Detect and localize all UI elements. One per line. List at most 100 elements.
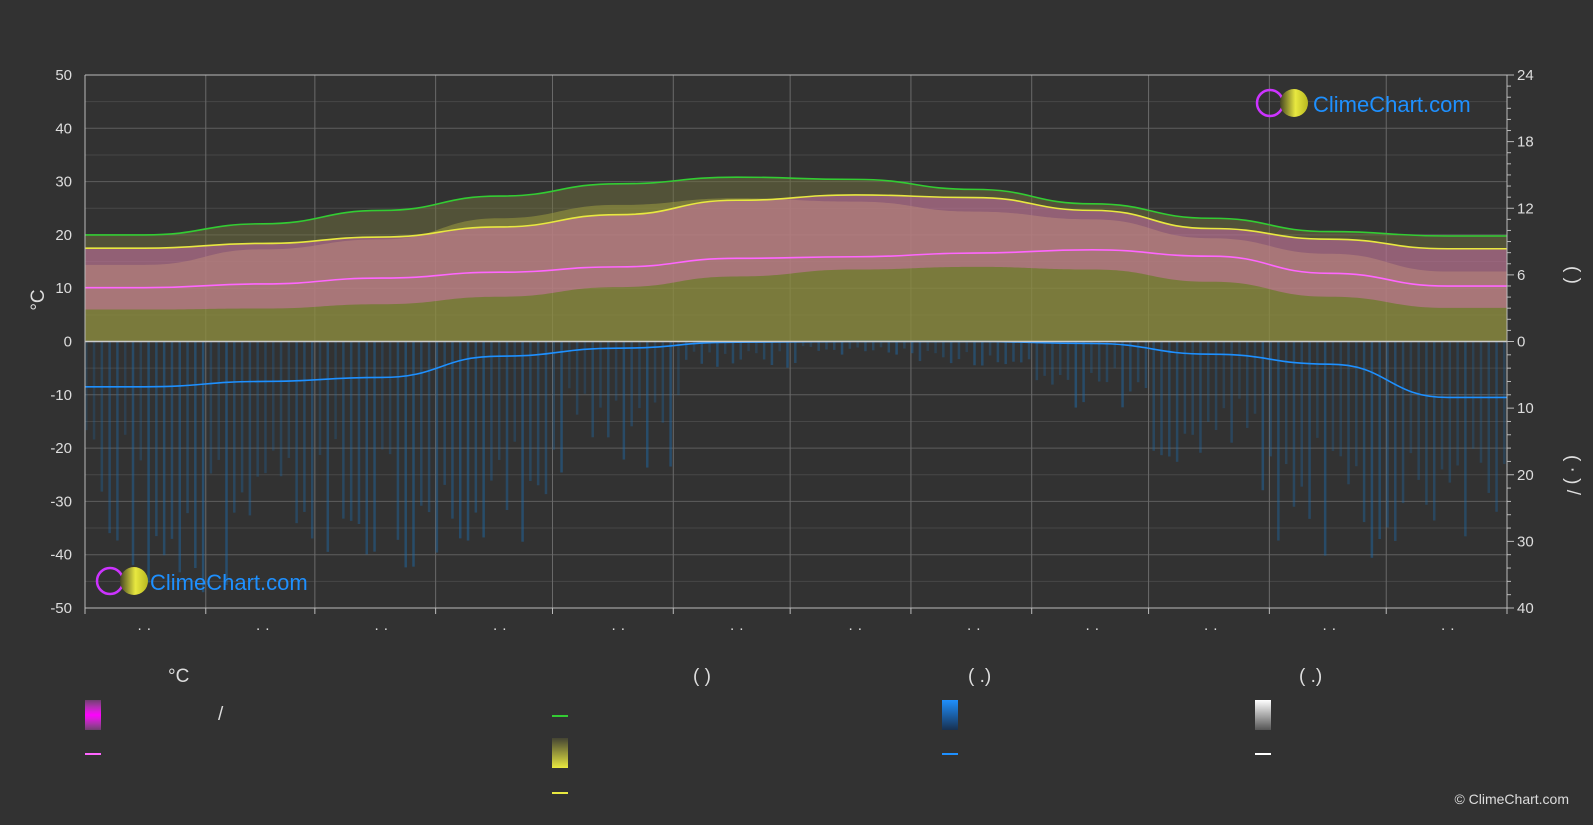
rain-bar xyxy=(443,341,446,485)
rain-bar xyxy=(638,341,641,409)
left-tick-label: 0 xyxy=(64,334,72,351)
legend-swatch-sunshine xyxy=(552,738,568,768)
logo-sun-icon xyxy=(1280,89,1308,117)
rain-bar xyxy=(895,341,898,355)
right-axis-bottom-label: ( · ) / xyxy=(1562,455,1583,496)
rain-bar xyxy=(225,341,228,586)
rain-bar xyxy=(116,341,119,541)
rain-bar xyxy=(420,341,423,506)
x-tick-label: · · xyxy=(611,620,625,637)
rain-bar xyxy=(287,341,291,458)
rain-bar xyxy=(988,341,992,356)
rain-bar xyxy=(1012,341,1015,362)
rain-bar xyxy=(1097,341,1101,382)
rain-bar xyxy=(1222,341,1226,409)
rain-bar xyxy=(1487,341,1491,493)
rain-bar xyxy=(326,341,330,552)
series-line-daylight xyxy=(85,176,1507,237)
x-tick-label: · · xyxy=(848,620,862,637)
rain-bar xyxy=(482,341,485,538)
rain-bar xyxy=(1238,341,1241,399)
rain-bar xyxy=(1082,341,1085,403)
rain-bar xyxy=(349,341,353,521)
rain-bar xyxy=(396,341,400,540)
logo-bottom: ClimeChart.com xyxy=(95,566,308,596)
rain-bar xyxy=(1175,341,1179,462)
rain-bar xyxy=(568,341,571,389)
x-tick-label: · · xyxy=(1085,620,1099,637)
rain-bar xyxy=(233,341,236,513)
rain-bar xyxy=(1152,341,1155,451)
rain-bar xyxy=(910,341,914,354)
rain-bar xyxy=(646,341,649,468)
x-tick-label: · · xyxy=(1441,620,1455,637)
rain-bar xyxy=(1035,341,1039,381)
rain-bar xyxy=(1230,341,1233,443)
rain-bar xyxy=(256,341,259,477)
rain-bar xyxy=(162,341,166,556)
left-tick-label: 50 xyxy=(55,67,72,84)
rain-bar xyxy=(934,341,937,354)
right-tick-label-top: 0 xyxy=(1517,334,1525,351)
left-tick-labels: 50 40 30 20 10 0 -10 -20 -30 -40 -50 xyxy=(50,67,72,617)
rain-bar xyxy=(1066,341,1070,380)
legend-swatch-sunshine-line xyxy=(552,792,568,794)
plot-areas xyxy=(85,177,1507,342)
series-line-mean-temp xyxy=(84,249,1507,289)
rain-bar xyxy=(147,341,150,583)
rain-bar xyxy=(560,341,563,473)
rain-bar xyxy=(1417,341,1420,480)
rain-bar xyxy=(1168,341,1171,457)
legend-swatch-temp-range xyxy=(85,700,101,730)
rain-bar xyxy=(490,341,493,481)
x-tick-label: · · xyxy=(1204,620,1218,637)
logo-text-top: ClimeChart.com xyxy=(1313,92,1471,117)
rain-bar xyxy=(342,341,345,519)
rain-bar xyxy=(404,341,407,568)
rain-bar xyxy=(1479,341,1483,463)
x-tick-label: · · xyxy=(1322,620,1336,637)
rain-bar xyxy=(669,341,672,467)
rain-bar xyxy=(833,341,836,350)
rain-bar xyxy=(1160,341,1163,456)
left-tick-label: 30 xyxy=(55,174,72,191)
rain-bars xyxy=(85,341,1506,593)
rain-bar xyxy=(716,341,719,367)
rain-bar xyxy=(1058,341,1062,376)
rain-bar xyxy=(591,341,594,438)
rain-bar xyxy=(381,341,384,450)
rain-bar xyxy=(1113,341,1117,369)
rain-bar xyxy=(794,341,797,363)
rain-bar xyxy=(996,341,1000,363)
x-tick-label: · · xyxy=(730,620,744,637)
rain-bar xyxy=(918,341,922,362)
rain-bar xyxy=(240,341,244,493)
rain-bar xyxy=(1362,341,1366,523)
rain-bar xyxy=(770,341,774,366)
rain-bar xyxy=(1347,341,1350,485)
rain-bar xyxy=(840,341,844,355)
left-tick-label: 40 xyxy=(55,120,72,137)
rain-bar xyxy=(957,341,961,360)
rain-bar xyxy=(1207,341,1210,422)
rain-bar xyxy=(1043,341,1046,376)
rain-bar xyxy=(318,341,322,455)
logo-top: ClimeChart.com xyxy=(1255,88,1471,118)
legend-rain-header: ( .) xyxy=(968,666,992,687)
rain-bar xyxy=(731,341,735,364)
rain-bar xyxy=(357,341,361,525)
rain-bar xyxy=(1004,341,1007,365)
logo-ring-icon xyxy=(1255,88,1285,118)
rain-bar xyxy=(536,341,540,486)
rain-bar xyxy=(100,341,104,492)
rain-bar xyxy=(1129,341,1132,392)
right-tick-label-top: 24 xyxy=(1517,67,1534,84)
rain-bar xyxy=(903,341,906,349)
rain-bar xyxy=(1284,341,1288,465)
rain-bar xyxy=(108,341,111,534)
rain-bar xyxy=(1051,341,1054,385)
rain-bar xyxy=(85,341,88,431)
rain-bar xyxy=(1090,341,1093,373)
rain-bar xyxy=(1409,341,1413,454)
rain-bar xyxy=(926,341,930,351)
